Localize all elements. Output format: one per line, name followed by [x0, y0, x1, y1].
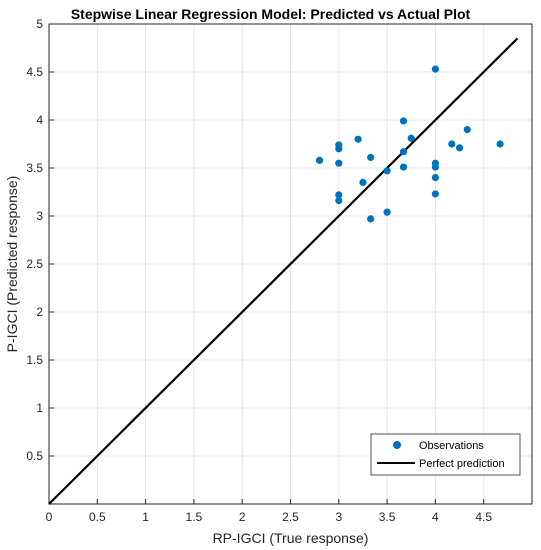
perfect-prediction-line-group — [48, 37, 519, 505]
observation-point — [335, 191, 343, 199]
x-tick-label: 0.5 — [89, 510, 106, 524]
observation-point — [463, 126, 471, 134]
observation-point — [383, 208, 391, 216]
observation-point — [431, 163, 439, 171]
observation-point — [431, 65, 439, 73]
legend-observations-marker — [393, 441, 401, 449]
y-tick-label: 4.5 — [26, 65, 43, 79]
x-tick-label: 4.5 — [475, 510, 492, 524]
observation-point — [455, 144, 464, 152]
x-tick-label: 1.5 — [186, 510, 203, 524]
observation-point — [367, 215, 375, 223]
legend-perfect-prediction-label: Perfect prediction — [419, 458, 505, 470]
x-tick-label: 3 — [335, 510, 342, 524]
y-tick-label: 5 — [36, 17, 43, 31]
x-tick-label: 1 — [142, 510, 149, 524]
observation-point — [431, 174, 439, 182]
y-tick-label: 1 — [36, 401, 43, 415]
observation-point — [335, 159, 343, 167]
y-tick-label: 3 — [36, 209, 43, 223]
observation-point — [354, 135, 362, 143]
observation-point — [315, 156, 324, 164]
y-tick-label: 3.5 — [26, 161, 43, 175]
x-tick-label: 2 — [239, 510, 246, 524]
legend-box — [370, 433, 521, 476]
observation-point — [431, 190, 439, 198]
legend: Observations Perfect prediction — [370, 433, 521, 476]
y-tick-label: 1.5 — [26, 353, 43, 367]
y-tick-label: 0.5 — [26, 449, 43, 463]
observation-point — [496, 140, 504, 148]
perfect-prediction-line — [48, 37, 519, 505]
y-tick-label: 2 — [36, 305, 43, 319]
observation-point — [399, 117, 408, 125]
observations-points — [315, 65, 504, 223]
y-axis-label: P-IGCI (Predicted response) — [4, 176, 20, 353]
observation-point — [383, 167, 391, 175]
observation-point — [407, 134, 415, 142]
y-tick-label: 4 — [36, 113, 43, 127]
observation-point — [335, 197, 343, 205]
legend-observations-label: Observations — [419, 440, 484, 452]
x-tick-label: 3.5 — [379, 510, 396, 524]
y-tick-label: 2.5 — [26, 257, 43, 271]
observation-point — [399, 163, 408, 171]
x-axis-label: RP-IGCI (True response) — [213, 530, 369, 546]
x-tick-label: 2.5 — [282, 510, 299, 524]
observation-point — [399, 148, 408, 156]
observation-point — [335, 145, 343, 153]
x-tick-label: 0 — [46, 510, 53, 524]
chart-title: Stepwise Linear Regression Model: Predic… — [70, 6, 471, 22]
observation-point — [448, 140, 456, 148]
grid — [49, 24, 532, 504]
observation-point — [367, 153, 375, 162]
axis-ticks: 0 0.5 1 1.5 2 2.5 3 3.5 4 4.5 0.5 1 1.5 2 2.5 3 3.5 4 4.5 5 — [26, 17, 492, 524]
x-tick-label: 4 — [432, 510, 439, 524]
observation-point — [359, 178, 367, 186]
